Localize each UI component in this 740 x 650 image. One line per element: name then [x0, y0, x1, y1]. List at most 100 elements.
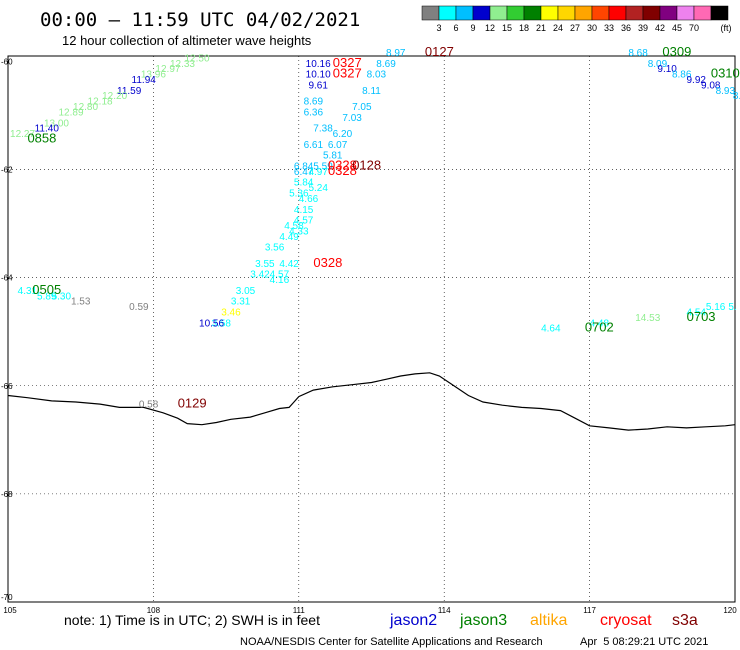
lat-tick-label: -64 — [1, 274, 13, 283]
colorbar-label: 27 — [570, 23, 580, 33]
pass-time-label: 0328 — [313, 255, 342, 270]
colorbar-label: (ft) — [721, 23, 732, 33]
map-frame — [7, 55, 736, 603]
colorbar-swatch — [591, 5, 610, 21]
colorbar-label: 33 — [604, 23, 614, 33]
graticule — [8, 56, 735, 602]
wave-height-value: 5.36 — [289, 189, 309, 200]
lat-tick-label: -70 — [1, 593, 13, 602]
wave-height-value: 4.57 — [294, 216, 314, 227]
footer-credit: NOAA/NESDIS Center for Satellite Applica… — [240, 636, 543, 648]
lon-tick-label: 105 — [3, 606, 17, 615]
map-title: 00:00 – 11:59 UTC 04/02/2021 — [40, 9, 360, 31]
pass-time-label: 0328 — [328, 163, 357, 178]
colorbar-label: 36 — [621, 23, 631, 33]
wave-height-value: 3.05 — [236, 286, 256, 297]
colorbar-swatch — [557, 5, 576, 21]
lat-tick-label: -66 — [1, 382, 13, 391]
wave-height-value: 5.24 — [308, 183, 328, 194]
wave-height-value: 8.11 — [362, 86, 381, 97]
wave-height-value: 8.69 — [304, 97, 324, 108]
colorbar-label: 21 — [536, 23, 546, 33]
wave-height-value: 3.58 — [212, 318, 232, 329]
wave-height-value: 9.10 — [657, 64, 677, 75]
colorbar-label: 24 — [553, 23, 563, 33]
colorbar-label: 45 — [672, 23, 682, 33]
wave-height-value: 9.92 — [686, 75, 706, 86]
wave-height-value: 8.97 — [386, 48, 406, 59]
wave-height-value: 8.86 — [672, 70, 692, 81]
wave-height-value: 5.89 — [37, 291, 57, 302]
wave-height-value: 4.33 — [289, 226, 309, 237]
colorbar-swatch — [693, 5, 712, 21]
colorbar-swatch — [574, 5, 593, 21]
wave-height-value: 3.31 — [231, 297, 251, 308]
pass-time-label: 0702 — [585, 320, 614, 335]
colorbar-label: 12 — [485, 23, 495, 33]
axis-tick-labels: 105 108 111 114 117 120 -60 -62 -64 -66 -68 -70 — [1, 57, 737, 615]
wave-height-value: 3.46 — [221, 307, 241, 318]
wave-height-value: 8.69 — [376, 59, 396, 70]
pass-time-label: 0310 — [711, 66, 740, 81]
colorbar-label: 3 — [436, 23, 441, 33]
wave-height-value: 1.53 — [71, 297, 91, 308]
wave-height-value: 7.05 — [352, 102, 372, 113]
wave-height-value: 6.47 — [294, 167, 314, 178]
wave-height-value: 8.09 — [648, 59, 668, 70]
colorbar-swatch — [523, 5, 542, 21]
pass-time-label: 0327 — [333, 55, 362, 70]
footer-timestamp: Apr 5 08:29:21 UTC 2021 — [580, 636, 708, 648]
lon-tick-label: 111 — [293, 606, 306, 615]
antarctic-coastline — [7, 372, 736, 431]
wave-height-value: 4.16 — [270, 275, 290, 286]
wave-height-value: 8.0 — [733, 91, 740, 102]
pass-time-label: 0129 — [178, 395, 207, 410]
footer-note: note: 1) Time is in UTC; 2) SWH is in fe… — [64, 612, 320, 628]
wave-height-value: 5.81 — [323, 151, 343, 162]
colorbar-swatch — [489, 5, 508, 21]
colorbar-label: 70 — [689, 23, 699, 33]
colorbar-swatch — [472, 5, 491, 21]
colorbar-swatch — [455, 5, 474, 21]
wave-height-value: 8.68 — [628, 48, 648, 59]
lat-tick-label: -68 — [1, 490, 13, 499]
wave-height-value: 12.18 — [88, 97, 113, 108]
wave-height-value: 9.61 — [308, 80, 328, 91]
wave-height-value: 0.58 — [139, 399, 159, 410]
wave-height-value: 5.16 — [706, 302, 726, 313]
colorbar-swatch — [506, 5, 525, 21]
legend-altika: altika — [530, 612, 567, 629]
legend-jason3: jason3 — [459, 612, 507, 629]
lat-tick-label: -60 — [1, 57, 13, 66]
wave-height-value: 4.48 — [590, 318, 610, 329]
wave-height-value: 10.56 — [199, 318, 224, 329]
wave-height-value: 6.07 — [328, 140, 348, 151]
wave-height-value: 4.58 — [284, 221, 304, 232]
colorbar-swatch — [608, 5, 627, 21]
wave-height-value: 11.94 — [132, 75, 157, 86]
wave-height-value: 8.03 — [367, 70, 387, 81]
wave-height-value: 6.20 — [333, 129, 353, 140]
legend-cryosat: cryosat — [600, 612, 652, 629]
wave-height-value: 5.30 — [52, 291, 72, 302]
wave-height-value: 11.40 — [35, 124, 60, 135]
colorbar-legend: 3 6 9 12 15 18 21 24 27 30 33 36 39 42 45 70 (ft) — [421, 5, 732, 33]
wave-height-value: 3.42 — [250, 270, 270, 281]
wave-height-value: 4.49 — [279, 232, 299, 243]
wave-height-value: 4.64 — [541, 324, 561, 335]
wave-height-value: 12.20 — [102, 91, 127, 102]
wave-height-value: 4.31 — [18, 286, 38, 297]
wave-height-value: 4.15 — [294, 205, 314, 216]
legend-s3a: s3a — [672, 612, 698, 629]
wave-height-value: 7.38 — [313, 124, 333, 135]
colorbar-label: 39 — [638, 23, 648, 33]
wave-height-value: 4.57 — [270, 270, 290, 281]
colorbar-swatch — [421, 5, 440, 21]
wave-height-value: 5.59 — [313, 162, 333, 173]
colorbar-swatch — [540, 5, 559, 21]
colorbar-label: 18 — [519, 23, 529, 33]
pass-time-label: 0327 — [333, 66, 362, 81]
wave-height-value: 13.96 — [141, 70, 166, 81]
wave-height-value: 14.53 — [635, 313, 660, 324]
